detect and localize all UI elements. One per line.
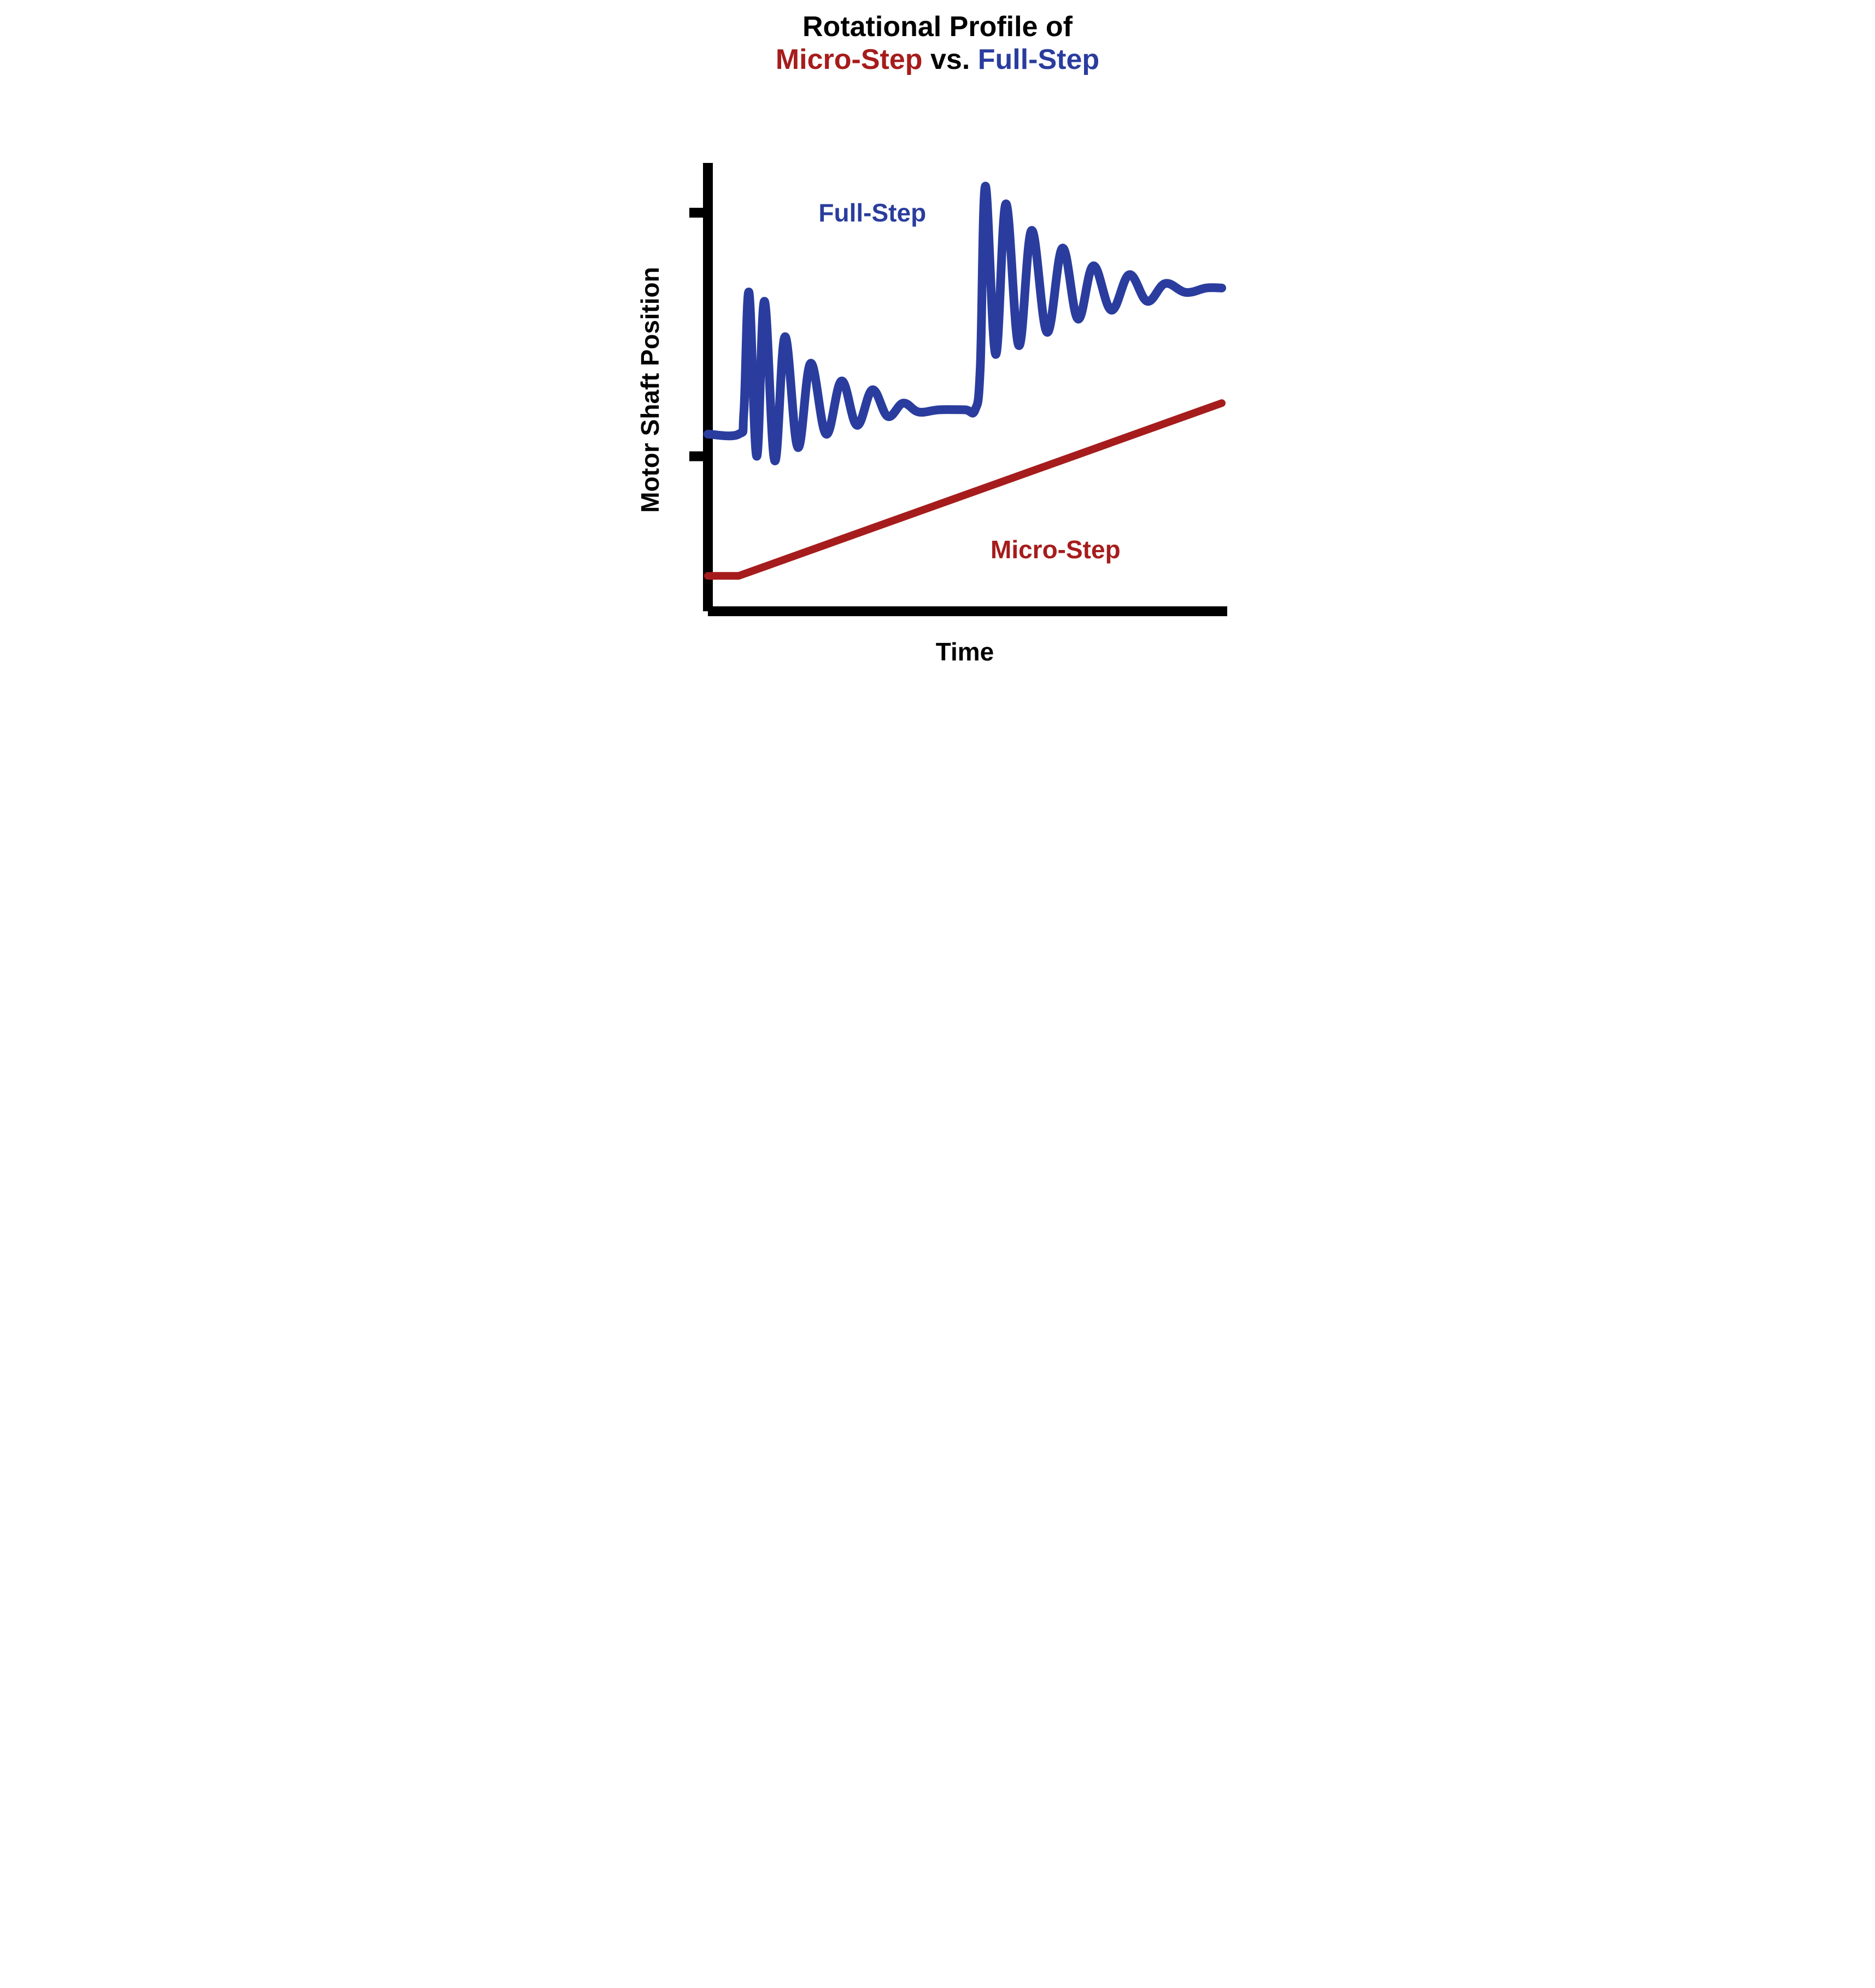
title-vs: vs. [923,44,978,75]
title-line2: Micro-Step vs. Full-Step [631,44,1244,77]
full-step-line [708,186,1222,461]
chart-container: Rotational Profile of Micro-Step vs. Ful… [620,0,1255,699]
x-axis-label: Time [936,638,994,666]
title-line1: Rotational Profile of [631,11,1244,44]
title-full: Full-Step [978,44,1099,75]
micro-step-label: Micro-Step [991,535,1121,563]
chart-title: Rotational Profile of Micro-Step vs. Ful… [631,11,1244,77]
full-step-label: Full-Step [818,198,926,227]
y-axis-label: Motor Shaft Position [636,267,664,513]
micro-step-line [708,403,1222,576]
chart-plot: Full-Step Micro-Step Time Motor Shaft Posit… [631,86,1244,677]
title-micro: Micro-Step [776,44,923,75]
